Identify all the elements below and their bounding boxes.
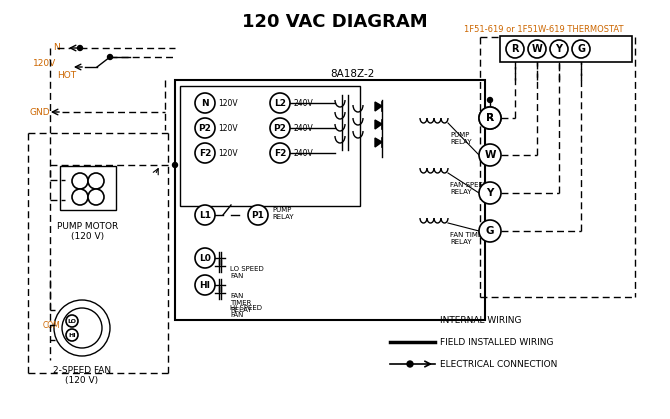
Circle shape bbox=[479, 182, 501, 204]
Text: 120 VAC DIAGRAM: 120 VAC DIAGRAM bbox=[242, 13, 428, 31]
Text: GND: GND bbox=[30, 108, 51, 116]
Text: R: R bbox=[486, 113, 494, 123]
Polygon shape bbox=[375, 138, 382, 147]
Text: 120V: 120V bbox=[218, 148, 238, 158]
Circle shape bbox=[172, 163, 178, 168]
Text: 120V: 120V bbox=[33, 59, 56, 68]
Text: R: R bbox=[511, 44, 519, 54]
Text: (120 V): (120 V) bbox=[72, 232, 105, 241]
Text: W: W bbox=[531, 44, 543, 54]
Polygon shape bbox=[375, 102, 382, 111]
Circle shape bbox=[66, 329, 78, 341]
Circle shape bbox=[195, 205, 215, 225]
Text: HOT: HOT bbox=[57, 72, 76, 80]
Text: G: G bbox=[486, 226, 494, 236]
Circle shape bbox=[88, 189, 104, 205]
Text: N: N bbox=[54, 44, 60, 52]
Circle shape bbox=[479, 144, 501, 166]
Text: PUMP
RELAY: PUMP RELAY bbox=[450, 132, 472, 145]
Polygon shape bbox=[375, 120, 382, 129]
Circle shape bbox=[407, 361, 413, 367]
Circle shape bbox=[195, 248, 215, 268]
Text: FAN
TIMER
RELAY: FAN TIMER RELAY bbox=[230, 293, 252, 313]
Circle shape bbox=[195, 118, 215, 138]
Text: N: N bbox=[201, 98, 209, 108]
Circle shape bbox=[195, 275, 215, 295]
Text: HI SPEED
FAN: HI SPEED FAN bbox=[230, 305, 262, 318]
Text: Y: Y bbox=[486, 188, 494, 198]
Text: FIELD INSTALLED WIRING: FIELD INSTALLED WIRING bbox=[440, 337, 553, 347]
Text: P1: P1 bbox=[251, 210, 265, 220]
Circle shape bbox=[88, 173, 104, 189]
Circle shape bbox=[107, 54, 113, 59]
Circle shape bbox=[572, 40, 590, 58]
Bar bbox=[180, 86, 360, 206]
Text: FAN TIMER
RELAY: FAN TIMER RELAY bbox=[450, 232, 487, 245]
Circle shape bbox=[488, 98, 492, 103]
Text: COM: COM bbox=[42, 321, 60, 329]
Text: ELECTRICAL CONNECTION: ELECTRICAL CONNECTION bbox=[440, 360, 557, 368]
Text: 1F51-619 or 1F51W-619 THERMOSTAT: 1F51-619 or 1F51W-619 THERMOSTAT bbox=[464, 26, 624, 34]
Circle shape bbox=[78, 46, 82, 51]
Text: F2: F2 bbox=[199, 148, 211, 158]
Text: PUMP
RELAY: PUMP RELAY bbox=[272, 207, 293, 220]
Circle shape bbox=[270, 118, 290, 138]
Text: 2-SPEED FAN: 2-SPEED FAN bbox=[53, 366, 111, 375]
Text: L0: L0 bbox=[199, 253, 211, 262]
Circle shape bbox=[479, 107, 501, 129]
Circle shape bbox=[528, 40, 546, 58]
Text: L1: L1 bbox=[199, 210, 211, 220]
Text: Y: Y bbox=[555, 44, 563, 54]
Text: PUMP MOTOR: PUMP MOTOR bbox=[58, 222, 119, 231]
Bar bbox=[175, 80, 485, 320]
Text: L2: L2 bbox=[274, 98, 286, 108]
Circle shape bbox=[479, 220, 501, 242]
Text: 8A18Z-2: 8A18Z-2 bbox=[330, 69, 374, 79]
Text: R: R bbox=[486, 113, 494, 123]
Circle shape bbox=[506, 40, 524, 58]
Circle shape bbox=[270, 93, 290, 113]
Text: HI: HI bbox=[68, 333, 76, 337]
Circle shape bbox=[479, 107, 501, 129]
Text: W: W bbox=[484, 150, 496, 160]
Circle shape bbox=[550, 40, 568, 58]
Text: P2: P2 bbox=[198, 124, 212, 132]
Text: 120V: 120V bbox=[218, 124, 238, 132]
Text: LO SPEED
FAN: LO SPEED FAN bbox=[230, 266, 264, 279]
Circle shape bbox=[66, 315, 78, 327]
Circle shape bbox=[72, 189, 88, 205]
Circle shape bbox=[72, 173, 88, 189]
Text: P2: P2 bbox=[273, 124, 287, 132]
Text: (120 V): (120 V) bbox=[66, 376, 98, 385]
Text: FAN SPEED
RELAY: FAN SPEED RELAY bbox=[450, 182, 488, 195]
Text: G: G bbox=[577, 44, 585, 54]
Bar bbox=[500, 36, 632, 62]
Text: INTERNAL WIRING: INTERNAL WIRING bbox=[440, 316, 521, 324]
Text: 240V: 240V bbox=[293, 148, 313, 158]
Circle shape bbox=[248, 205, 268, 225]
Text: F2: F2 bbox=[274, 148, 286, 158]
Bar bbox=[60, 166, 116, 210]
Text: LO: LO bbox=[68, 318, 76, 323]
Circle shape bbox=[195, 93, 215, 113]
Text: HI: HI bbox=[200, 280, 210, 290]
Text: 240V: 240V bbox=[293, 98, 313, 108]
Text: 240V: 240V bbox=[293, 124, 313, 132]
Text: 120V: 120V bbox=[218, 98, 238, 108]
Circle shape bbox=[195, 143, 215, 163]
Circle shape bbox=[270, 143, 290, 163]
